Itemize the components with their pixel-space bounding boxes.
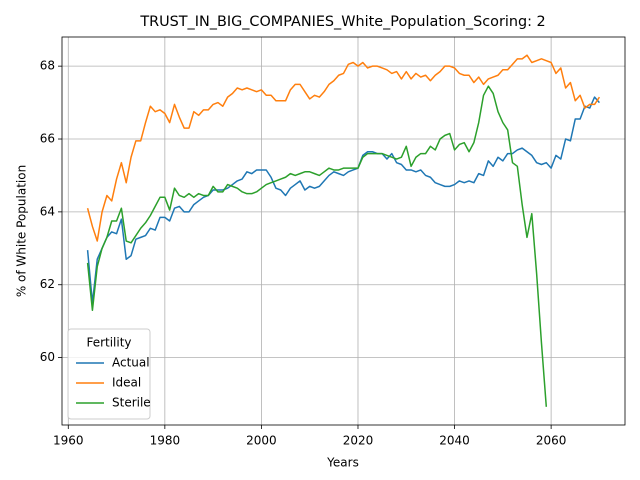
y-axis-label: % of White Population <box>15 165 29 297</box>
legend-label: Actual <box>112 356 150 370</box>
legend-box <box>67 328 151 420</box>
x-tick-label: 2000 <box>246 434 277 448</box>
y-tick-label: 64 <box>40 204 55 218</box>
x-tick-label: 2040 <box>439 434 470 448</box>
x-tick-label: 2020 <box>343 434 374 448</box>
line-series <box>86 96 600 304</box>
x-axis-label: Years <box>326 456 359 470</box>
x-tick-label: 1960 <box>53 434 84 448</box>
line-series <box>86 85 548 407</box>
line-series <box>86 54 601 242</box>
legend-label: Sterile <box>112 396 151 410</box>
y-tick-label: 66 <box>40 132 55 146</box>
legend-title: Fertility <box>86 336 131 350</box>
y-tick-label: 60 <box>40 350 55 364</box>
y-tick-label: 62 <box>40 277 55 291</box>
chart-title: TRUST_IN_BIG_COMPANIES_White_Population_… <box>139 14 545 30</box>
x-tick-label: 2060 <box>536 434 567 448</box>
x-tick-label: 1980 <box>150 434 181 448</box>
plot-frame <box>61 36 626 426</box>
legend-label: Ideal <box>112 376 141 390</box>
y-tick-label: 68 <box>40 59 55 73</box>
